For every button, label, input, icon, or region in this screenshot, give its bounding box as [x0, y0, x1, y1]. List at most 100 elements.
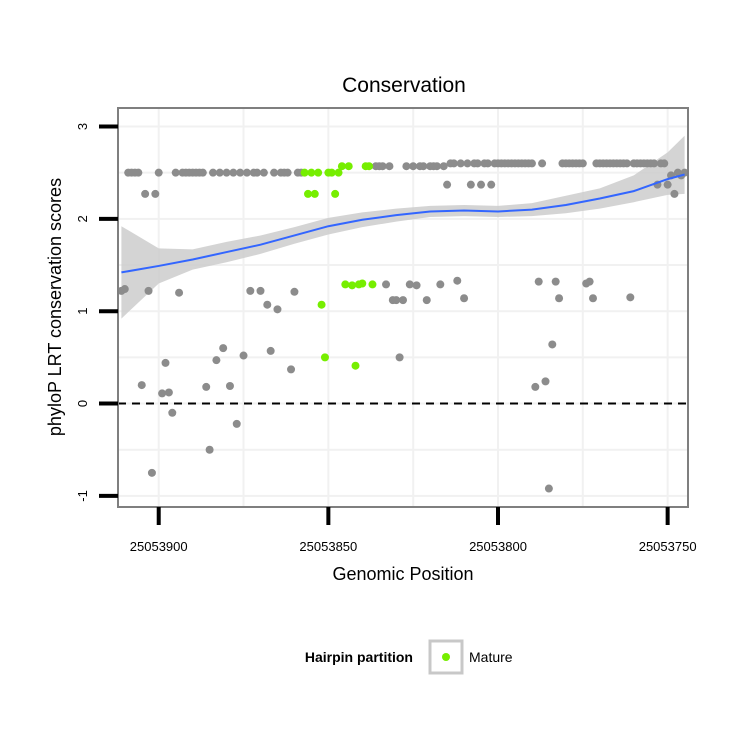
data-point: [477, 180, 486, 189]
smooth-line-layer: [121, 173, 685, 274]
data-point: [242, 168, 251, 177]
data-point: [660, 159, 669, 168]
data-point: [229, 168, 238, 177]
data-point: [137, 381, 146, 390]
data-point: [650, 159, 659, 168]
data-point: [232, 419, 241, 428]
mature-point: [334, 168, 343, 177]
data-point: [161, 358, 170, 367]
mature-point: [327, 168, 336, 177]
data-point: [253, 168, 262, 177]
data-point: [419, 162, 428, 171]
data-point: [405, 280, 414, 289]
data-point: [585, 277, 594, 286]
mature-point: [314, 168, 323, 177]
mature-point: [331, 189, 340, 198]
x-axis: 25053900 25053850 25053800 25053750: [130, 507, 697, 554]
data-point: [589, 294, 597, 303]
data-point: [487, 180, 496, 189]
legend-label-mature: Mature: [469, 649, 513, 665]
data-point: [555, 294, 564, 303]
data-point: [256, 286, 265, 295]
mature-point: [351, 361, 360, 370]
data-point: [541, 377, 550, 386]
data-point: [270, 168, 279, 177]
data-point: [219, 344, 228, 353]
data-point: [463, 159, 472, 168]
y-tick-label: 2: [75, 215, 90, 222]
data-point: [670, 189, 679, 198]
data-point: [225, 382, 234, 391]
data-point: [534, 277, 543, 286]
data-point: [378, 162, 387, 171]
data-point: [141, 189, 150, 198]
data-point: [273, 305, 282, 314]
x-tick-label: 25053800: [469, 539, 527, 554]
data-point: [222, 168, 231, 177]
chart-title: Conservation: [342, 74, 466, 97]
data-point: [168, 408, 177, 417]
data-point: [402, 162, 411, 171]
data-point: [460, 294, 469, 303]
data-point: [290, 287, 299, 296]
data-point: [287, 365, 296, 374]
mature-point: [344, 162, 353, 171]
data-point: [198, 168, 207, 177]
data-point: [663, 180, 672, 189]
data-point: [456, 159, 465, 168]
y-tick-label: -1: [75, 490, 90, 502]
data-point: [147, 468, 156, 477]
x-tick-label: 25053850: [299, 539, 357, 554]
mature-point: [320, 353, 329, 362]
data-point: [236, 168, 245, 177]
data-point: [154, 168, 163, 177]
data-point: [483, 159, 492, 168]
data-point: [171, 168, 180, 177]
data-point: [382, 280, 391, 289]
mature-point: [348, 281, 357, 290]
data-point: [399, 296, 407, 305]
x-axis-title: Genomic Position: [332, 564, 473, 584]
data-point: [283, 168, 292, 177]
data-point: [215, 168, 224, 177]
mature-point: [365, 162, 374, 171]
data-point: [436, 280, 445, 289]
data-point: [246, 286, 255, 295]
x-tick-label: 25053750: [639, 539, 697, 554]
smooth-line: [121, 173, 685, 274]
data-point: [473, 159, 482, 168]
mature-point: [341, 280, 350, 289]
data-point: [134, 168, 143, 177]
mature-point: [310, 189, 319, 198]
legend-key-mature-point: [442, 653, 450, 661]
data-point: [266, 346, 275, 355]
data-point: [385, 162, 394, 171]
data-point: [158, 389, 167, 398]
y-tick-label: 0: [75, 400, 90, 407]
y-tick-label: 3: [75, 123, 90, 130]
data-point: [259, 168, 268, 177]
data-point: [395, 353, 404, 362]
y-axis: -1 0 1 2 3: [75, 123, 118, 502]
mature-point: [307, 168, 316, 177]
data-point: [548, 340, 557, 349]
data-point: [544, 484, 553, 493]
data-point: [578, 159, 587, 168]
data-point: [212, 356, 221, 365]
data-point: [432, 162, 441, 171]
data-point: [551, 277, 560, 286]
scatter-points: [117, 159, 689, 493]
mature-point: [337, 162, 346, 171]
data-point: [209, 168, 217, 177]
mature-point: [304, 189, 312, 198]
mature-point: [368, 280, 377, 289]
data-point: [538, 159, 547, 168]
legend: Hairpin partition Mature: [305, 639, 513, 675]
data-point: [449, 159, 458, 168]
data-point: [175, 288, 184, 297]
data-point: [422, 296, 431, 305]
x-tick-label: 25053900: [130, 539, 188, 554]
data-point: [412, 281, 421, 290]
data-point: [239, 351, 248, 360]
